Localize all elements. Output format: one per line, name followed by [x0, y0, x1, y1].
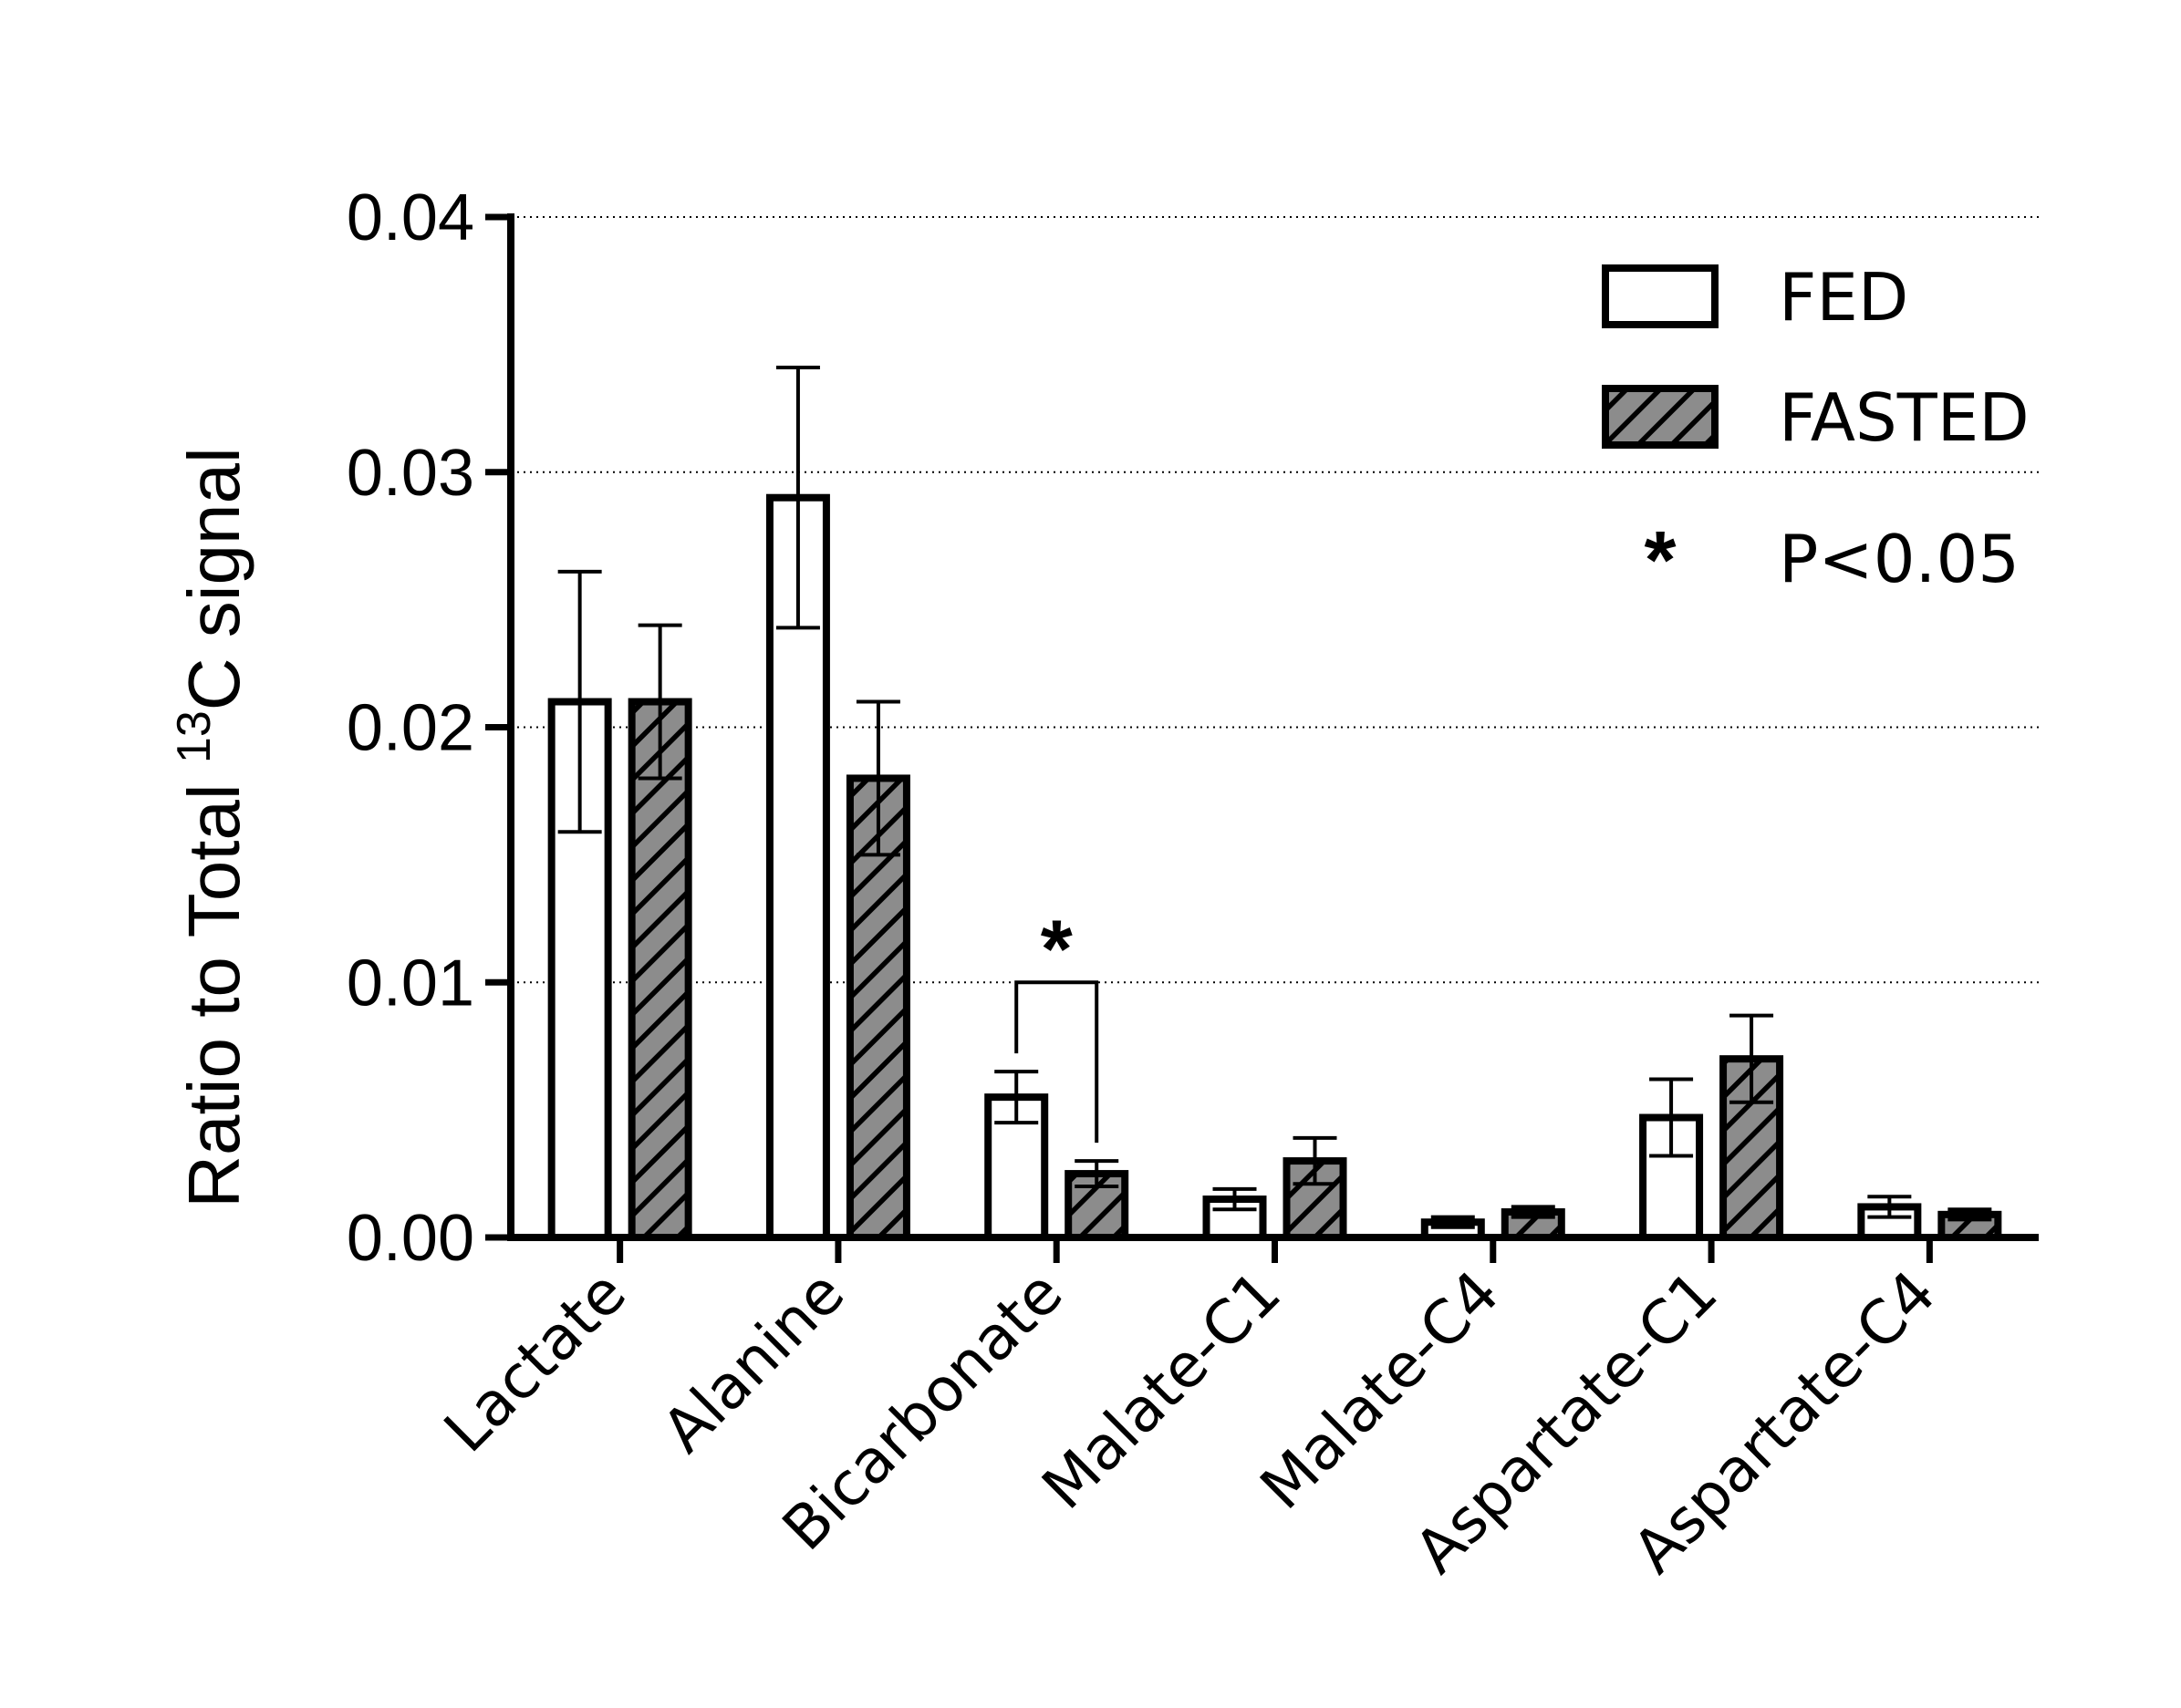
x-tick-label: Lactate: [431, 1258, 639, 1466]
legend: FED FASTED * P<0.05: [1602, 259, 2030, 606]
bars: *: [547, 366, 2002, 1242]
x-tick-label: Malate-C1: [1029, 1258, 1294, 1523]
x-tick-label: Alanine: [649, 1258, 857, 1466]
y-tick-label: 0.02: [347, 692, 474, 765]
y-tick-label: 0.04: [347, 181, 474, 254]
y-tick-label: 0.01: [347, 947, 474, 1020]
legend-label-fasted: FASTED: [1779, 379, 2030, 456]
bar-fasted-lactate: [628, 698, 692, 1241]
legend-significance-marker: *: [1644, 515, 1676, 606]
axes: 0.00 0.01 0.02 0.03 0.04: [347, 181, 2039, 1275]
legend-label-fed: FED: [1779, 259, 1908, 336]
y-axis-label: Ratio to Total 13C signal: [168, 447, 254, 1208]
y-tick-label: 0.00: [347, 1202, 474, 1275]
significance-marker: *: [1041, 904, 1073, 995]
legend-swatch-fasted: [1602, 385, 1719, 449]
y-tick-label: 0.03: [347, 437, 474, 510]
legend-significance-label: P<0.05: [1779, 521, 2020, 597]
legend-swatch-fed: [1602, 264, 1719, 328]
significance-bracket: [1014, 980, 1099, 1144]
